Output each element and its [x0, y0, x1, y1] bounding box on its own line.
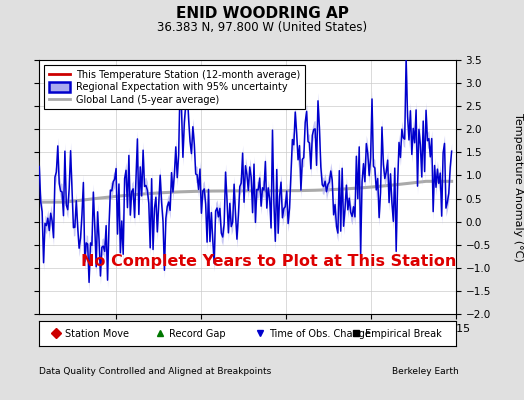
Text: Record Gap: Record Gap — [169, 329, 226, 338]
Text: Berkeley Earth: Berkeley Earth — [392, 367, 458, 376]
Text: No Complete Years to Plot at This Station: No Complete Years to Plot at This Statio… — [81, 254, 456, 269]
Text: Data Quality Controlled and Aligned at Breakpoints: Data Quality Controlled and Aligned at B… — [39, 367, 271, 376]
Legend: This Temperature Station (12-month average), Regional Expectation with 95% uncer: This Temperature Station (12-month avera… — [44, 65, 305, 110]
Text: Station Move: Station Move — [65, 329, 129, 338]
Text: Empirical Break: Empirical Break — [365, 329, 442, 338]
Text: ENID WOODRING AP: ENID WOODRING AP — [176, 6, 348, 22]
Text: Time of Obs. Change: Time of Obs. Change — [269, 329, 371, 338]
Text: 36.383 N, 97.800 W (United States): 36.383 N, 97.800 W (United States) — [157, 22, 367, 34]
Y-axis label: Temperature Anomaly (°C): Temperature Anomaly (°C) — [513, 113, 523, 261]
